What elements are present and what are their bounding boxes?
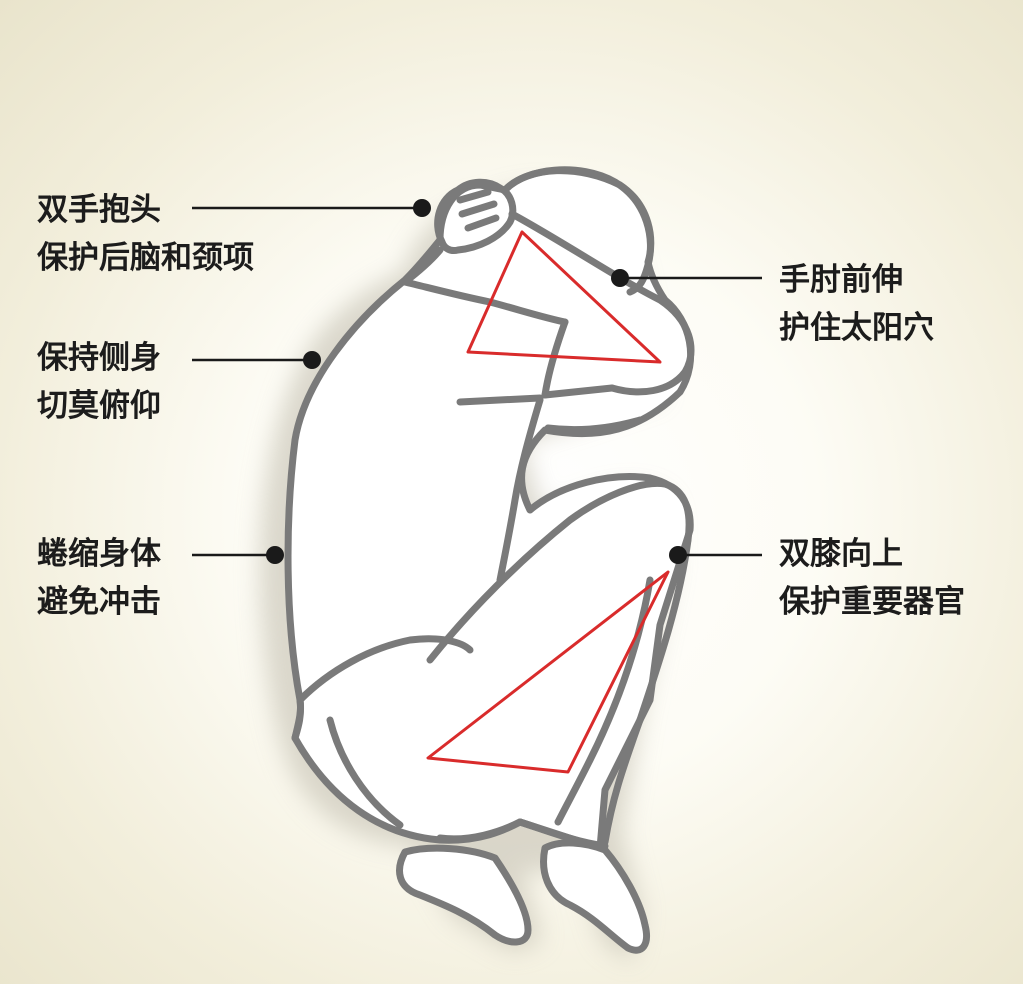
- arm-angle-triangle: [466, 230, 662, 364]
- callout-curl-body-line1: 蜷缩身体: [37, 536, 161, 572]
- callout-knees-line1: 双膝向上: [779, 536, 903, 572]
- leg-angle-triangle: [426, 570, 670, 774]
- callout-hands-head-line1: 双手抱头: [37, 192, 161, 228]
- callout-curl-up-body: 蜷缩身体 避免冲击: [37, 530, 161, 626]
- marker-dot-elbow: [611, 269, 629, 287]
- callout-elbow-line2: 护住太阳穴: [779, 310, 934, 346]
- callout-knees-line2: 保护重要器官: [779, 584, 965, 620]
- highlight-triangles: [426, 230, 670, 774]
- callout-hands-protect-head: 双手抱头 保护后脑和颈项: [37, 186, 254, 282]
- callout-stay-sideways: 保持侧身 切莫俯仰: [37, 334, 161, 430]
- marker-dot-hands-head: [413, 199, 431, 217]
- feet: [396, 839, 650, 954]
- callout-elbow-forward: 手肘前伸 护住太阳穴: [779, 256, 934, 352]
- callout-side-body-line1: 保持侧身: [37, 340, 161, 376]
- marker-dot-knees: [669, 546, 687, 564]
- callout-hands-head-line2: 保护后脑和颈项: [37, 240, 254, 276]
- marker-dot-side-body: [303, 351, 321, 369]
- callout-elbow-line1: 手肘前伸: [779, 262, 903, 298]
- callout-curl-body-line2: 避免冲击: [37, 584, 161, 620]
- marker-dot-curl-body: [266, 546, 284, 564]
- callout-knees-up: 双膝向上 保护重要器官: [779, 530, 965, 626]
- callout-side-body-line2: 切莫俯仰: [37, 388, 161, 424]
- leader-lines: [192, 199, 762, 564]
